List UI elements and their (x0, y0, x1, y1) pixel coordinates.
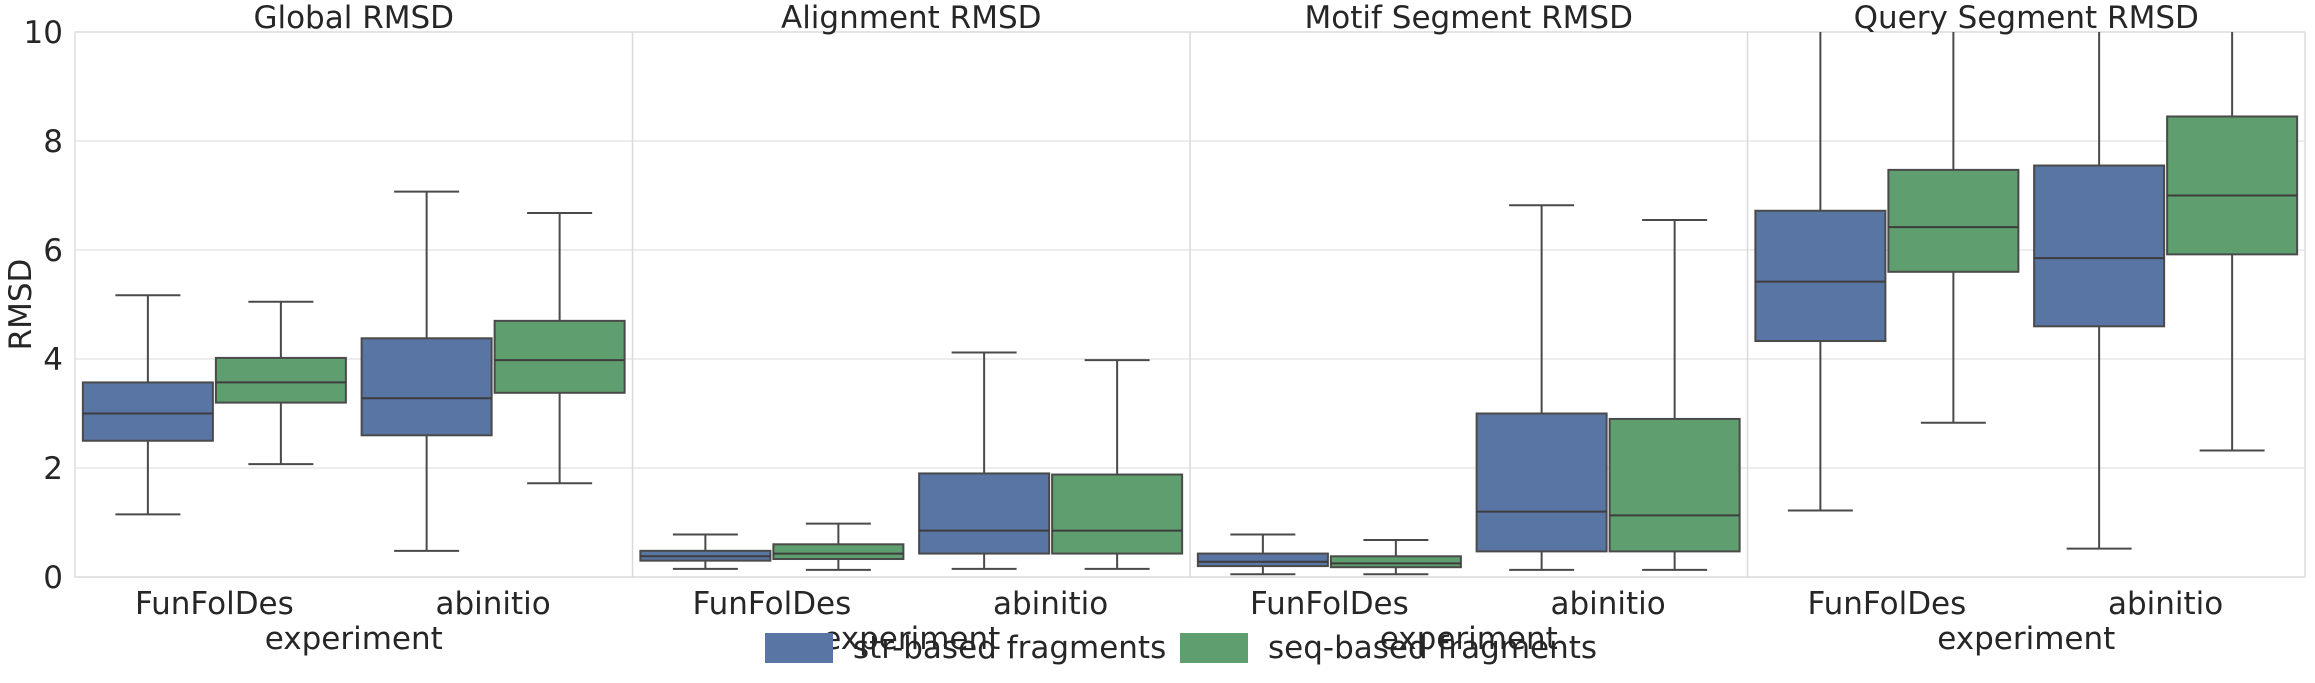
box (1475, 412, 1608, 553)
box (360, 337, 493, 437)
y-tick-label: 10 (24, 15, 63, 51)
y-tick-label: 8 (43, 124, 63, 160)
x-tick-label: abinitio (435, 586, 550, 622)
box (1608, 417, 1741, 553)
x-tick-label: FunFolDes (1807, 586, 1966, 622)
x-tick-label: FunFolDes (135, 586, 294, 622)
box (1051, 473, 1184, 555)
y-tick-label: 6 (43, 233, 63, 269)
x-axis-label: experiment (1937, 621, 2115, 657)
y-axis-label: RMSD (3, 259, 39, 351)
legend-label: seq-based fragments (1268, 630, 1597, 666)
legend-swatch (765, 633, 833, 663)
panel-title: Global RMSD (253, 0, 454, 36)
box (1196, 552, 1329, 568)
x-tick-label: FunFolDes (692, 586, 851, 622)
panel-title: Query Segment RMSD (1854, 0, 2199, 36)
box (2166, 115, 2299, 256)
x-axis-label: experiment (265, 621, 443, 657)
panel-title: Alignment RMSD (781, 0, 1042, 36)
box (772, 543, 905, 561)
x-tick-label: abinitio (2108, 586, 2223, 622)
box (81, 381, 214, 442)
box (2033, 164, 2166, 328)
panel-frame (1746, 31, 2306, 578)
y-tick-label: 0 (43, 560, 63, 596)
panel-title: Motif Segment RMSD (1305, 0, 1633, 36)
box (918, 472, 1051, 555)
panel-frame (74, 31, 634, 578)
legend-label: str-based fragments (853, 630, 1166, 666)
x-tick-label: abinitio (993, 586, 1108, 622)
y-tick-label: 4 (43, 342, 63, 378)
box (1754, 209, 1887, 343)
x-tick-label: FunFolDes (1250, 586, 1409, 622)
box (1329, 555, 1462, 569)
box (214, 356, 347, 404)
box (1887, 168, 2020, 273)
y-tick-label: 2 (43, 451, 63, 487)
x-tick-label: abinitio (1550, 586, 1665, 622)
x-axis-label: experiment (1380, 621, 1558, 657)
box (493, 319, 626, 394)
legend-swatch (1180, 633, 1248, 663)
x-axis-label: experiment (822, 621, 1000, 657)
